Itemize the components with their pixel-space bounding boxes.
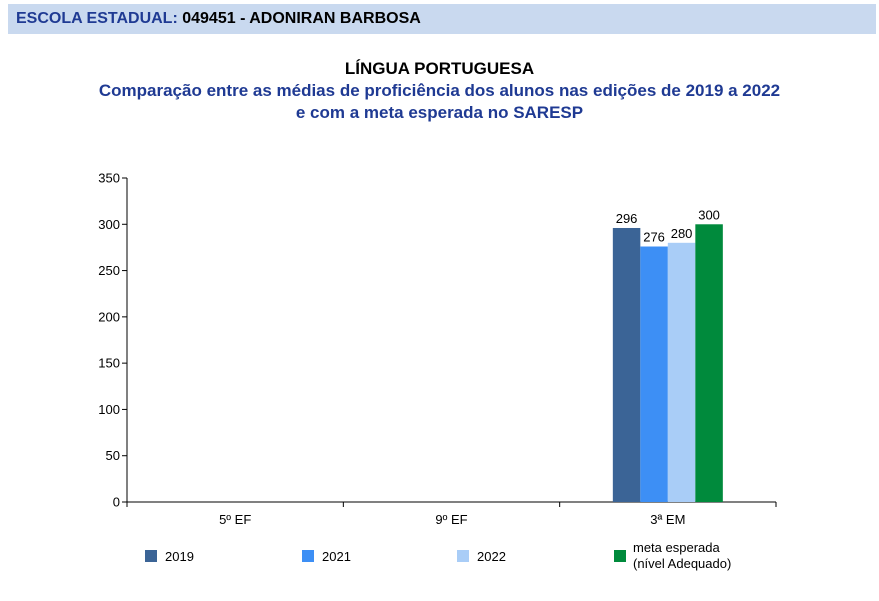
legend-swatch [614,550,626,562]
legend-swatch [145,550,157,562]
legend-swatch [302,550,314,562]
y-tick-label: 200 [98,309,120,324]
bar [612,227,641,502]
y-tick-label: 50 [106,448,120,463]
bar-value-label: 296 [616,211,638,226]
bar [695,224,723,503]
school-header: ESCOLA ESTADUAL: 049451 - ADONIRAN BARBO… [8,4,876,34]
y-tick-label: 350 [98,171,120,186]
x-category-label: 3ª EM [650,512,685,527]
chart-subtitle-line-1: Comparação entre as médias de proficiênc… [98,81,781,100]
chart-title: LÍNGUA PORTUGUESA [344,59,535,78]
legend-label-line-1: meta esperada [633,540,720,555]
bar-value-label: 300 [698,207,720,222]
legend-swatch [457,550,469,562]
legend-label-line-2: (nível Adequado) [633,556,731,571]
chart-subtitle-line-2: e com a meta esperada no SARESP [295,103,584,122]
bar [667,242,696,503]
chart-title-block: LÍNGUA PORTUGUESA Comparação entre as mé… [0,58,879,124]
y-tick-label: 250 [98,263,120,278]
school-name: 049451 - ADONIRAN BARBOSA [182,10,421,27]
legend-label: 2021 [322,549,351,564]
y-tick-label: 100 [98,402,120,417]
y-tick-label: 300 [98,217,120,232]
bar [640,246,668,502]
legend-label: 2019 [165,549,194,564]
school-label: ESCOLA ESTADUAL: [16,10,178,27]
y-tick-label: 150 [98,356,120,371]
x-category-label: 9º EF [435,512,467,527]
bar-value-label: 276 [643,230,665,245]
y-tick-label: 0 [113,495,120,510]
legend-label: 2022 [477,549,506,564]
x-category-label: 5º EF [219,512,251,527]
bar-value-label: 280 [671,226,693,241]
